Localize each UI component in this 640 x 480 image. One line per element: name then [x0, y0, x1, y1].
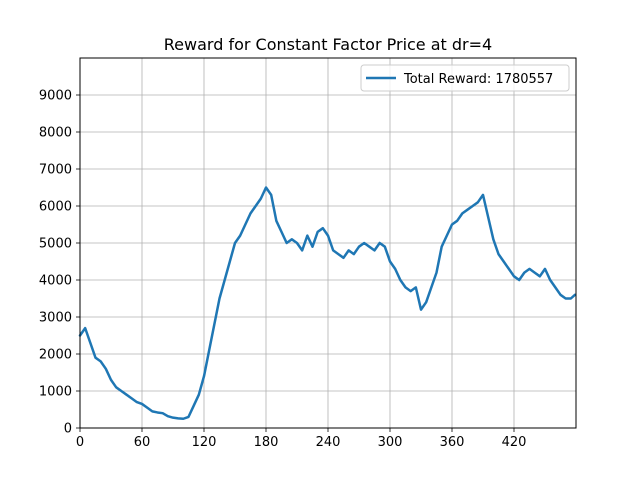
series-line: [78, 186, 577, 420]
x-tick-label: 60: [134, 435, 151, 450]
y-tick-label: 8000: [39, 126, 72, 141]
series-layer: [78, 186, 577, 420]
legend: Total Reward: 1780557: [360, 64, 570, 92]
chart-title: Reward for Constant Factor Price at dr=4: [164, 35, 492, 54]
y-tick-label: 2000: [39, 348, 72, 363]
tick-layer: 0 60 120 180 240 300 360 420 0 1000 2000 3000 4000 50…: [39, 89, 527, 451]
y-tick-label: 1000: [39, 385, 72, 400]
x-tick-label: 420: [502, 435, 527, 450]
y-tick-label: 7000: [39, 163, 72, 178]
x-tick-label: 120: [192, 435, 217, 450]
x-tick-label: 0: [76, 435, 84, 450]
x-tick-label: 300: [378, 435, 403, 450]
y-tick-label: 9000: [39, 89, 72, 104]
y-tick-label: 3000: [39, 311, 72, 326]
y-tick-label: 5000: [39, 237, 72, 252]
x-tick-label: 240: [316, 435, 341, 450]
y-tick-label: 6000: [39, 200, 72, 215]
legend-box: [360, 64, 570, 92]
y-tick-label: 0: [64, 422, 72, 437]
x-tick-label: 360: [440, 435, 465, 450]
x-tick-label: 180: [254, 435, 279, 450]
legend-label: Total Reward: 1780557: [403, 72, 553, 87]
y-tick-label: 4000: [39, 274, 72, 289]
